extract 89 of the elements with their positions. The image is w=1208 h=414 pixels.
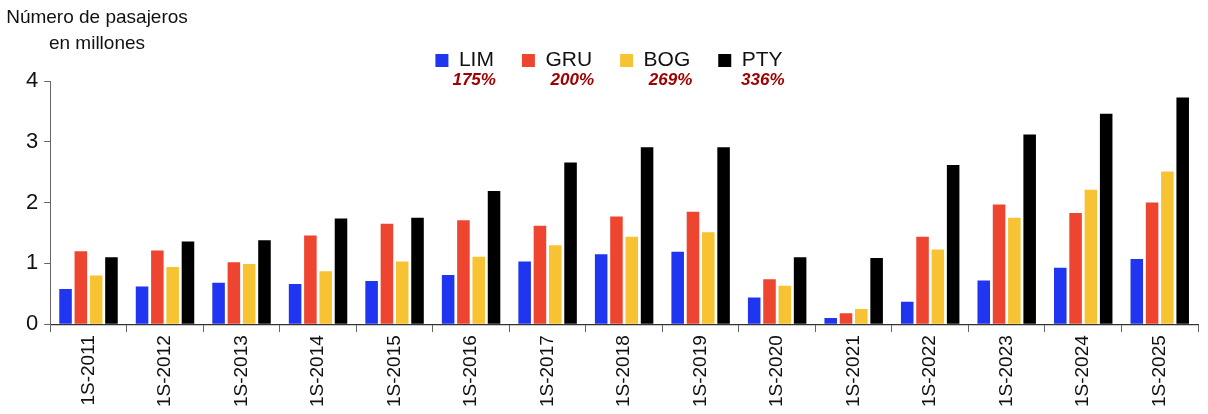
x-tick-label: 1S-2020	[765, 335, 787, 408]
bar	[763, 279, 776, 324]
bar	[1084, 189, 1098, 324]
bar	[855, 308, 868, 324]
x-tick-label: 1S-2013	[229, 335, 251, 408]
bar	[395, 261, 409, 324]
x-tick-label: 1S-2019	[688, 335, 710, 408]
annotation: 269%	[647, 70, 693, 90]
x-tick-label: 1S-2024	[1071, 334, 1093, 408]
y-axis-title: Número de pasajeros en millones	[5, 5, 189, 55]
bar	[441, 274, 455, 324]
bar	[135, 286, 149, 324]
bar	[181, 241, 195, 324]
x-tick-label: 1S-2021	[841, 335, 863, 408]
annotation: 200%	[549, 70, 595, 90]
bar	[640, 147, 654, 324]
bar	[778, 285, 792, 324]
x-tick-label: 1S-2012	[153, 335, 175, 408]
x-tick-label: 1S-2014	[306, 334, 328, 408]
bar	[1145, 202, 1159, 324]
bar	[518, 261, 531, 324]
bar	[242, 263, 256, 324]
x-tick-label: 1S-2016	[459, 335, 481, 408]
bar	[59, 288, 72, 324]
x-tick-label: 1S-2023	[994, 335, 1016, 408]
bar	[717, 147, 730, 324]
bar	[1008, 217, 1021, 324]
bar	[1161, 171, 1174, 324]
legend-label: LIM	[458, 47, 494, 71]
bar	[1099, 113, 1113, 324]
bar	[487, 191, 501, 324]
bar	[334, 218, 348, 324]
bar	[166, 267, 179, 324]
bar	[839, 313, 853, 324]
x-tick-label: 1S-2011	[76, 335, 98, 406]
x-tick-label: 1S-2015	[382, 335, 404, 408]
bar	[1176, 97, 1189, 324]
y-tick-label: 4	[25, 67, 39, 93]
bar	[365, 281, 378, 324]
bar	[977, 280, 991, 324]
y-tick-label: 0	[25, 310, 39, 336]
bar	[594, 254, 608, 324]
bar	[89, 275, 103, 324]
x-tick-label: 1S-2025	[1147, 335, 1169, 408]
bar	[793, 257, 807, 324]
bar	[610, 216, 623, 324]
bar	[1130, 259, 1144, 324]
legend-label: GRU	[545, 47, 593, 71]
annotation: 336%	[741, 70, 785, 90]
annotation: 175%	[452, 70, 496, 90]
bar	[533, 225, 547, 324]
bar	[900, 301, 914, 324]
x-tick-label: 1S-2022	[918, 335, 940, 408]
bar	[671, 251, 684, 324]
bar	[564, 162, 577, 324]
bar	[288, 284, 302, 324]
bar	[686, 211, 700, 324]
bar	[74, 251, 88, 324]
bar	[304, 235, 317, 324]
bar	[548, 245, 562, 324]
bar	[1069, 212, 1082, 324]
bar	[1053, 267, 1067, 324]
bar	[625, 236, 639, 324]
bar	[702, 232, 715, 324]
bar	[411, 217, 424, 324]
bar	[227, 262, 241, 324]
bar	[870, 257, 883, 324]
bar	[212, 282, 225, 324]
y-tick-label: 2	[25, 188, 39, 214]
y-tick-label: 1	[25, 249, 39, 275]
bar	[319, 271, 332, 324]
bar	[380, 223, 394, 324]
bar	[931, 249, 945, 324]
legend-label: BOG	[643, 47, 691, 71]
bar	[151, 250, 164, 324]
bar	[747, 297, 761, 324]
bar	[992, 204, 1006, 324]
x-tick-label: 1S-2017	[535, 335, 557, 408]
x-tick-label: 1S-2018	[612, 335, 634, 408]
bar	[824, 318, 837, 324]
bar	[105, 257, 118, 324]
legend-label: PTY	[741, 47, 783, 71]
bar	[258, 240, 271, 324]
bar	[916, 236, 929, 324]
bar	[1023, 134, 1036, 324]
bar	[946, 164, 960, 324]
y-tick-label: 3	[25, 127, 39, 153]
bar	[457, 220, 470, 324]
bar	[472, 256, 486, 324]
